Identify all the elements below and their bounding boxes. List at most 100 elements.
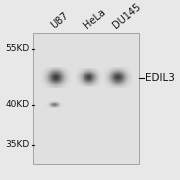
Bar xyxy=(47,69,48,70)
Bar xyxy=(53,82,54,83)
Bar xyxy=(45,73,46,74)
Bar xyxy=(84,79,85,80)
Bar xyxy=(51,83,52,84)
Bar xyxy=(118,80,119,81)
Bar xyxy=(47,79,48,80)
Bar xyxy=(41,75,42,76)
Bar xyxy=(59,104,60,105)
Bar xyxy=(124,87,125,88)
Bar xyxy=(45,85,46,86)
Bar xyxy=(43,84,44,85)
Bar xyxy=(114,72,115,73)
Bar xyxy=(42,83,43,84)
Bar xyxy=(107,70,108,71)
Bar xyxy=(81,72,82,73)
Bar xyxy=(103,74,104,75)
Bar xyxy=(59,67,60,68)
Bar xyxy=(122,76,123,77)
Bar xyxy=(54,103,55,104)
Bar xyxy=(49,102,50,103)
Bar xyxy=(42,82,43,83)
Bar xyxy=(91,76,92,77)
Bar xyxy=(45,70,46,71)
Bar xyxy=(80,80,81,81)
Bar xyxy=(77,83,78,84)
Bar xyxy=(119,87,120,88)
Bar xyxy=(109,73,110,74)
Bar xyxy=(47,85,48,86)
Bar xyxy=(109,74,110,75)
Bar xyxy=(49,106,50,107)
Bar xyxy=(66,79,67,80)
Bar xyxy=(51,82,52,83)
Bar xyxy=(79,70,80,71)
Bar xyxy=(81,75,82,76)
Bar xyxy=(107,79,108,80)
Bar xyxy=(89,84,90,85)
Bar xyxy=(58,67,59,68)
Bar xyxy=(115,76,116,77)
Bar xyxy=(50,85,51,86)
Bar xyxy=(82,86,83,87)
Bar xyxy=(95,71,96,72)
Bar xyxy=(46,80,47,81)
Bar xyxy=(117,67,118,68)
Bar xyxy=(110,74,111,75)
Bar xyxy=(118,77,119,78)
Bar xyxy=(59,69,60,70)
Bar xyxy=(79,86,80,87)
Bar xyxy=(104,71,105,72)
Bar xyxy=(96,70,97,71)
Bar xyxy=(92,83,93,84)
Bar xyxy=(80,75,81,76)
Bar xyxy=(62,104,63,105)
Bar xyxy=(110,68,111,69)
Bar xyxy=(105,69,106,70)
Bar xyxy=(105,80,106,81)
Bar xyxy=(55,75,56,76)
Bar xyxy=(53,78,54,79)
Bar xyxy=(116,69,117,70)
Bar xyxy=(58,86,59,87)
Bar xyxy=(56,106,57,107)
Bar xyxy=(77,79,78,80)
Bar xyxy=(66,74,67,75)
Bar xyxy=(64,79,65,80)
Bar xyxy=(44,81,45,82)
Bar xyxy=(106,69,107,70)
Bar xyxy=(86,78,87,79)
Bar xyxy=(90,82,91,83)
Bar xyxy=(86,75,87,76)
Bar xyxy=(49,78,50,79)
Bar xyxy=(47,80,48,81)
Bar xyxy=(92,78,93,79)
Bar xyxy=(52,69,53,70)
Bar xyxy=(83,70,84,71)
Bar xyxy=(59,84,60,85)
Bar xyxy=(95,85,96,86)
Bar xyxy=(63,85,64,86)
Bar xyxy=(62,78,63,79)
Bar xyxy=(124,84,125,85)
Bar xyxy=(91,74,92,75)
Bar xyxy=(56,76,57,77)
Bar xyxy=(106,81,107,82)
Bar xyxy=(84,80,85,81)
Bar xyxy=(115,75,116,76)
Bar xyxy=(48,73,49,74)
Bar xyxy=(70,71,71,72)
Bar xyxy=(77,73,78,74)
Bar xyxy=(107,72,108,73)
Bar xyxy=(121,83,122,84)
Bar xyxy=(105,85,106,86)
Bar xyxy=(49,87,50,88)
Bar xyxy=(117,71,118,72)
Bar xyxy=(57,83,58,84)
Bar xyxy=(59,68,60,69)
Bar xyxy=(48,78,49,79)
Bar xyxy=(103,76,104,77)
Bar xyxy=(89,78,90,79)
Bar xyxy=(97,82,98,83)
Bar xyxy=(66,83,67,84)
Bar xyxy=(43,77,44,78)
